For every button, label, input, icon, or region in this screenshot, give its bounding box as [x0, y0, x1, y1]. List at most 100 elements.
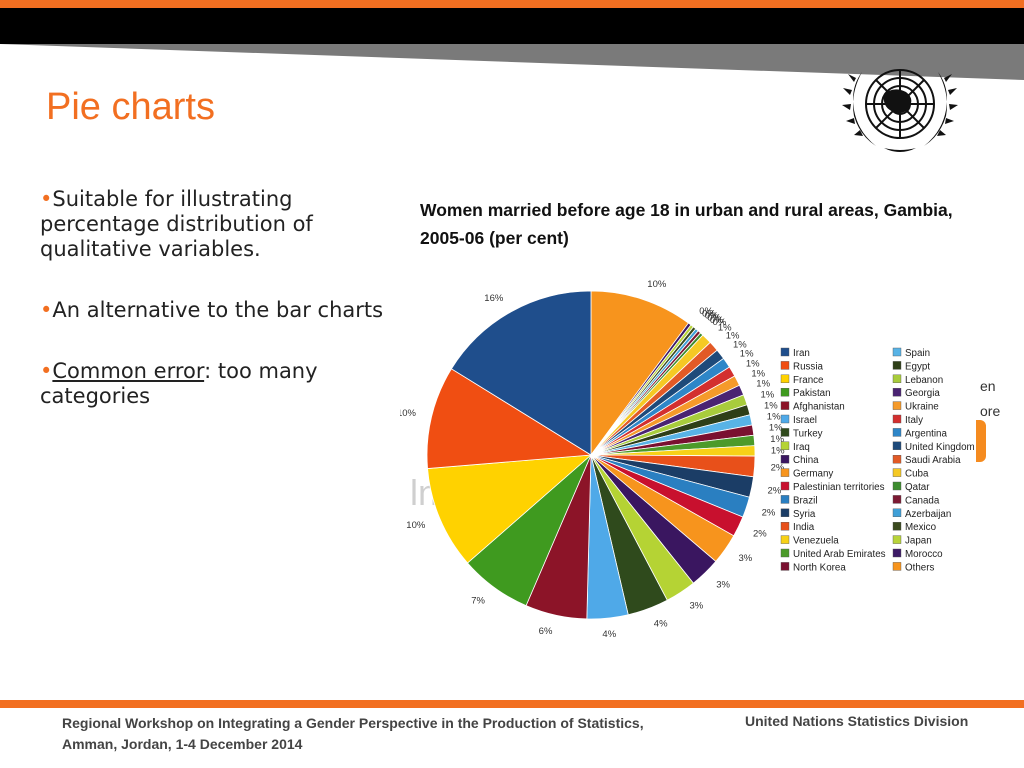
legend-swatch [892, 347, 902, 357]
pie-data-label: 0% [699, 306, 713, 317]
pie-data-label: 10% [406, 520, 426, 531]
pie-data-label: 2% [753, 529, 767, 540]
bullet-item-suitable: •Suitable for illustrating percentage di… [40, 187, 313, 261]
pie-data-label: 1% [751, 368, 765, 379]
legend-swatch [780, 441, 790, 451]
pie-data-label: 6% [539, 626, 553, 637]
chart-title: Women married before age 18 in urban and… [420, 200, 953, 248]
legend-label: Germany [793, 469, 833, 480]
legend-swatch [892, 522, 902, 531]
legend-label: China [793, 455, 819, 466]
pie-data-label: 3% [739, 553, 753, 564]
legend-label: Qatar [905, 482, 930, 493]
top-accent-bar [0, 0, 1024, 8]
legend-swatch [780, 468, 790, 477]
legend-swatch [780, 414, 790, 424]
pie-data-label: 1% [764, 400, 778, 411]
legend-label: India [793, 522, 815, 533]
legend-label: Syria [793, 509, 816, 520]
legend-swatch [780, 562, 790, 571]
pie-data-label: 3% [716, 579, 730, 590]
legend-label: Cuba [905, 469, 929, 480]
pie-data-label: 10% [647, 279, 667, 290]
pie-data-label: 1% [740, 349, 754, 360]
un-emblem-icon [842, 69, 958, 152]
pie-slice-france [427, 454, 593, 564]
pie-data-label: 0% [705, 311, 719, 322]
pie-data-label: 0% [707, 313, 721, 324]
legend-swatch [892, 508, 902, 518]
legend-swatch [780, 481, 790, 491]
legend-swatch [780, 495, 790, 504]
legend-swatch [780, 401, 790, 410]
legend-label: Pakistan [793, 388, 831, 399]
legend-swatch [892, 454, 902, 464]
legend-label: Turkey [793, 428, 823, 439]
bullet-item-alternative: •An alternative to the bar charts [40, 298, 384, 322]
bullet-text: : too many categories [40, 359, 318, 408]
pie-data-label: 1% [770, 434, 784, 445]
legend-swatch [780, 387, 790, 397]
pie-data-label: 1% [733, 339, 747, 350]
pie-slice-others [590, 290, 689, 457]
legend-label: Others [905, 562, 935, 573]
legend-swatch [780, 347, 790, 357]
legend-swatch [780, 522, 790, 531]
pie-data-label: 1% [769, 423, 783, 434]
legend-swatch [780, 428, 790, 437]
legend-label: Lebanon [905, 375, 943, 386]
legend-swatch [892, 361, 902, 370]
slide-title: Pie charts [46, 86, 215, 128]
legend-swatch [780, 361, 790, 370]
legend-label: Palestinian territories [793, 482, 885, 493]
bullet-emphasis: Common error [52, 359, 205, 383]
legend-swatch [892, 428, 902, 437]
legend-label: Argentina [905, 428, 947, 439]
legend-label: Georgia [905, 388, 940, 399]
pie-chart: ln.wor 10%0%0%0%0%0%0%1%1%1%1%1%1%1%1%1%… [400, 279, 975, 640]
pie-data-label: 2% [771, 463, 785, 474]
pie-data-label: 1% [718, 322, 732, 333]
pie-data-label: 1% [726, 331, 740, 342]
legend-swatch [780, 454, 790, 464]
legend-label: Spain [905, 348, 930, 359]
legend-label: Venezuela [793, 536, 839, 547]
legend-swatch [892, 548, 902, 558]
legend-swatch [780, 535, 790, 544]
pie-data-label: 0% [710, 315, 724, 326]
pie-data-label: 16% [484, 293, 504, 304]
legend-label: Morocco [905, 549, 943, 560]
legend-label: Israel [793, 415, 817, 426]
bottom-accent-bar [0, 700, 1024, 708]
bullet-item-common-error: •Common error: too many categories [40, 359, 318, 408]
legend-swatch [892, 535, 902, 544]
legend-swatch [780, 548, 790, 558]
footer-organization-text: United Nations Statistics Division [745, 713, 969, 729]
legend-label: United Kingdom [905, 442, 975, 453]
pie-data-label: 4% [654, 619, 668, 630]
pie-data-label: 2% [768, 485, 782, 496]
pie-slice-iran [450, 290, 592, 456]
legend-label: Italy [905, 415, 923, 426]
pie-data-label: 4% [602, 629, 616, 640]
legend-swatch [892, 495, 902, 504]
legend-swatch [780, 374, 790, 384]
legend-label: Japan [905, 536, 932, 547]
legend-label: Canada [905, 495, 940, 506]
legend-label: United Arab Emirates [793, 549, 886, 560]
legend-label: North Korea [793, 562, 846, 573]
pie-data-label: 1% [756, 379, 770, 390]
header-wedge [0, 44, 1024, 80]
legend-swatch [892, 401, 902, 410]
legend-swatch [892, 468, 902, 477]
legend-swatch [892, 387, 902, 397]
pie-data-label: 7% [471, 596, 485, 607]
legend-swatch [780, 508, 790, 518]
legend-label: Mexico [905, 522, 937, 533]
bullet-text: Suitable for illustrating percentage dis… [40, 187, 313, 261]
legend-label: Egypt [905, 361, 930, 372]
legend-label: Saudi Arabia [905, 455, 961, 466]
pie-data-label: 1% [746, 358, 760, 369]
legend-swatch [892, 481, 902, 491]
legend-swatch [892, 374, 902, 384]
